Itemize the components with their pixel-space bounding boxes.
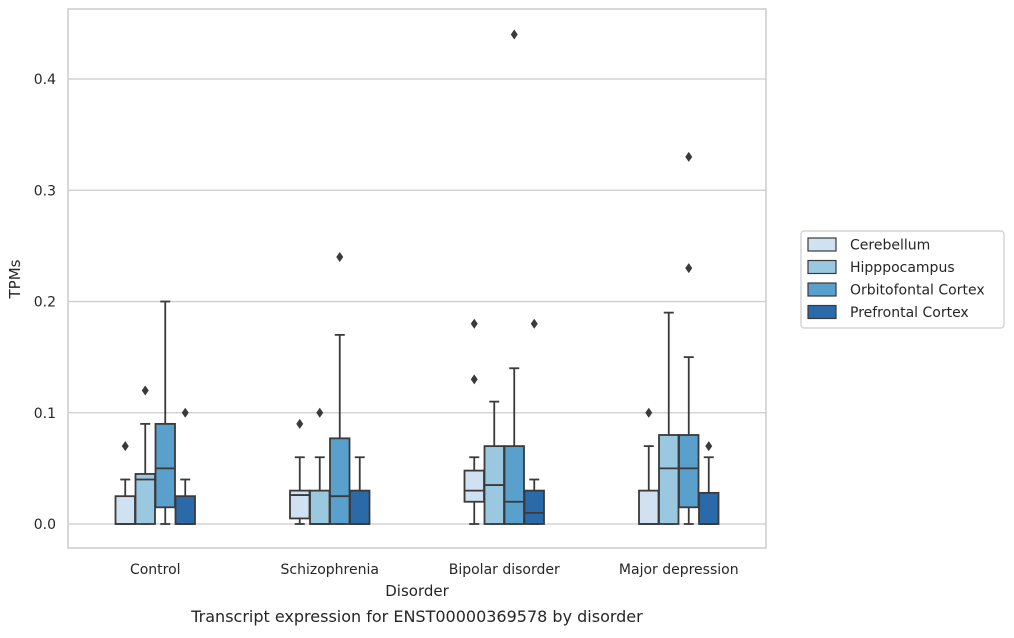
box-hipppocampus	[483, 400, 505, 525]
box-cerebellum	[114, 441, 136, 525]
box-cerebellum	[638, 407, 660, 525]
legend-label: Orbitofontal Cortex	[850, 283, 985, 299]
iqr-box	[134, 473, 156, 525]
box-cerebellum	[463, 318, 485, 525]
box-hipppocampus	[309, 407, 331, 525]
plot-frame	[67, 8, 767, 549]
outlier-marker	[685, 263, 693, 274]
outlier-marker	[141, 385, 149, 396]
y-tick-label: 0.0	[34, 517, 56, 533]
legend-swatch	[807, 237, 837, 252]
box-prefrontal-cortex	[698, 441, 720, 525]
iqr-box	[329, 437, 351, 525]
iqr-box	[154, 422, 176, 509]
legend-swatch	[807, 304, 837, 320]
outlier-marker	[685, 151, 693, 162]
legend-frame	[800, 230, 1005, 329]
y-axis-ticks: 0.0 0.1 0.2 0.3 0.4	[34, 72, 56, 533]
y-axis-label: TPMs	[6, 259, 24, 299]
x-axis-ticks: Control Schizophrenia Bipolar disorder Majo…	[130, 562, 739, 578]
box-orbitofontal-cortex	[503, 29, 525, 525]
box-orbitofontal-cortex	[678, 151, 700, 525]
axes-border	[67, 8, 767, 549]
outlier-marker	[470, 374, 478, 385]
iqr-box	[678, 434, 700, 509]
outlier-marker	[336, 252, 344, 262]
legend: Cerebellum Hipppocampus Orbitofontal Corte…	[800, 230, 1005, 329]
iqr-box	[503, 445, 525, 525]
iqr-box	[114, 495, 136, 525]
outlier-marker	[705, 441, 713, 452]
outlier-marker	[181, 407, 189, 418]
legend-label: Hipppocampus	[850, 260, 955, 276]
box-prefrontal-cortex	[174, 407, 196, 525]
iqr-box	[349, 489, 371, 525]
y-tick-label: 0.2	[34, 295, 56, 311]
box-orbitofontal-cortex	[329, 252, 351, 525]
iqr-box	[174, 495, 196, 525]
x-tick-label: Bipolar disorder	[449, 562, 560, 578]
iqr-box	[638, 489, 660, 525]
box-orbitofontal-cortex	[154, 300, 176, 525]
iqr-box	[309, 489, 331, 525]
iqr-box	[523, 489, 545, 525]
legend-label: Prefrontal Cortex	[850, 305, 969, 321]
iqr-box	[463, 469, 485, 503]
box-hipppocampus	[134, 385, 156, 525]
outlier-marker	[121, 441, 129, 452]
box-cerebellum	[289, 418, 311, 525]
box-hipppocampus	[658, 311, 680, 525]
x-axis-label: Disorder	[385, 582, 449, 600]
legend-swatch	[807, 259, 837, 275]
chart-caption: Transcript expression for ENST0000036957…	[190, 607, 643, 626]
outlier-marker	[530, 318, 538, 329]
x-tick-label: Control	[130, 562, 181, 578]
box-prefrontal-cortex	[349, 456, 371, 525]
x-tick-label: Schizophrenia	[281, 562, 379, 578]
outlier-marker	[470, 318, 478, 329]
outlier-marker	[510, 29, 518, 40]
outlier-marker	[645, 407, 653, 418]
box-series	[114, 29, 720, 525]
iqr-box	[658, 434, 680, 525]
y-tick-label: 0.4	[34, 72, 56, 88]
y-tick-label: 0.1	[34, 406, 56, 422]
iqr-box	[698, 491, 720, 525]
outlier-marker	[316, 407, 324, 418]
y-tick-label: 0.3	[34, 183, 56, 199]
legend-swatch	[807, 282, 837, 297]
x-tick-label: Major depression	[619, 562, 739, 578]
outlier-marker	[296, 418, 304, 429]
legend-label: Cerebellum	[850, 238, 930, 254]
box-prefrontal-cortex	[523, 318, 545, 525]
